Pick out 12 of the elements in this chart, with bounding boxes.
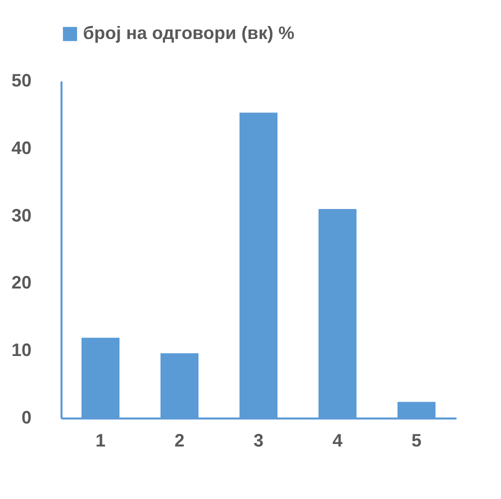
x-tick-label: 2 — [174, 430, 185, 450]
x-tick-label: 3 — [253, 430, 264, 450]
y-tick-label: 0 — [21, 408, 32, 428]
legend-label: број на одговори (вк) % — [83, 23, 294, 43]
x-tick-label: 1 — [95, 430, 106, 450]
y-tick-label: 10 — [11, 340, 32, 360]
x-tick-label: 4 — [332, 430, 343, 450]
y-tick-label: 40 — [11, 138, 32, 158]
y-tick-label: 50 — [11, 70, 32, 90]
x-tick-label: 5 — [411, 430, 422, 450]
y-tick-label: 30 — [11, 205, 32, 226]
y-tick-label: 20 — [11, 272, 32, 293]
